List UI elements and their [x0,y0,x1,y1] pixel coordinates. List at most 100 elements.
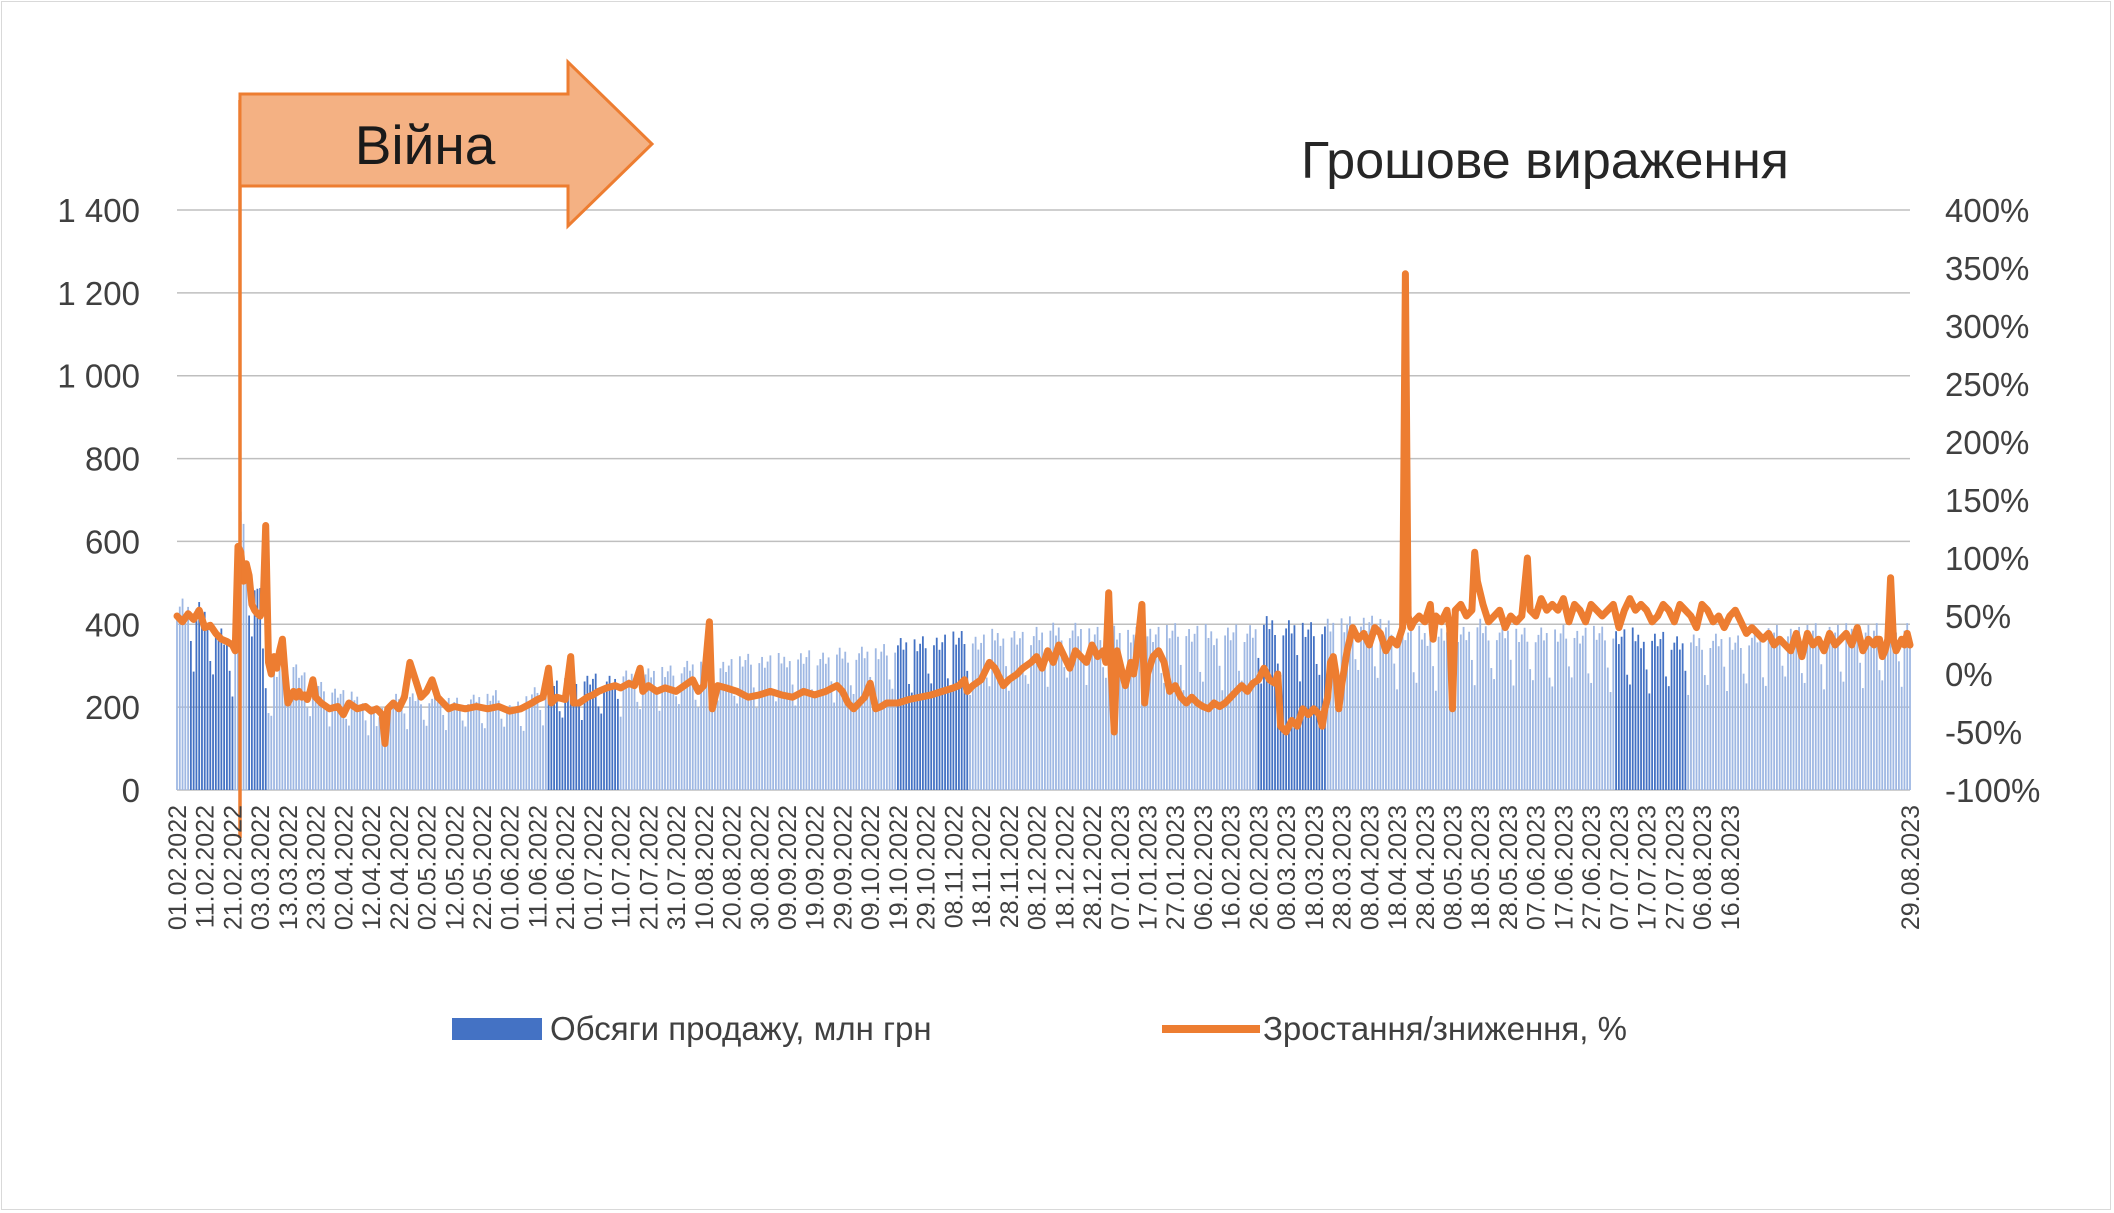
bar [897,645,899,790]
bar [694,699,697,790]
bar [1684,670,1687,790]
bar [1529,669,1532,790]
bar [1093,634,1096,790]
bar [1534,642,1537,790]
y-left-tick-label: 1 400 [57,192,140,229]
bar [1218,665,1221,790]
bar [1601,626,1604,790]
bar [1013,631,1016,790]
legend-line-label: Зростання/зниження, % [1263,1010,1627,1047]
bar [1332,622,1335,790]
bar [775,701,777,790]
bar [334,688,336,790]
bar [1202,681,1204,790]
bar [580,720,583,790]
bar [1587,673,1590,790]
bar [1279,675,1282,790]
bar [1531,680,1534,790]
bar [1579,643,1581,790]
legend: Обсяги продажу, млн грн Зростання/знижен… [452,1010,1627,1047]
bar [345,718,348,790]
bar [470,699,472,790]
bar [350,691,353,790]
bar [1856,634,1859,790]
bar [1665,676,1667,790]
bar [1609,692,1612,790]
bar [1748,645,1751,790]
x-tick-label: 01.07.2022 [580,805,608,930]
x-tick-label: 28.03.2023 [1329,805,1357,930]
bar [1102,667,1105,790]
bar [395,693,397,790]
y-left-tick-label: 1 000 [57,358,140,395]
bar [669,665,672,790]
bar [1806,625,1809,790]
bar [750,664,752,790]
bar [1368,622,1371,790]
bar [331,692,334,790]
bar [874,648,877,790]
bar [1030,645,1032,790]
bar [633,682,636,790]
bar [647,668,650,790]
bar [1604,640,1606,790]
bar [1243,642,1246,790]
x-tick-label: 19.10.2022 [885,805,913,930]
bar [1834,632,1837,790]
bar [384,726,386,790]
bar [464,726,467,790]
bar [1526,641,1529,790]
x-tick-label: 21.06.2022 [552,805,580,930]
bar [1160,673,1163,790]
bar [1129,642,1132,790]
bar [1892,640,1895,790]
bar [1215,638,1218,790]
bar [1548,677,1551,790]
bar [1238,670,1240,790]
bar [827,657,830,790]
bar [483,728,486,790]
bar [1174,623,1177,790]
bar [547,683,550,790]
bar [228,670,231,790]
x-tick-label: 11.07.2022 [608,805,636,928]
bar [905,642,908,790]
bar [445,730,447,790]
bar [780,663,783,790]
bar [622,676,625,790]
bar [1673,642,1676,790]
war-arrow-shape [238,58,655,230]
bar [866,651,869,790]
bar [1739,648,1742,790]
bar [583,681,586,790]
x-tick-label: 19.09.2022 [802,805,830,930]
bar [1709,648,1712,790]
x-tick-label: 06.08.2023 [1689,805,1717,930]
bar [309,716,311,790]
bar [1800,673,1803,790]
bar [600,713,603,790]
bar [799,653,802,790]
bar [666,671,669,790]
bar [630,673,633,790]
bar [1387,620,1390,790]
bar [733,695,736,790]
y-left-tick-label: 400 [85,606,140,643]
bar [1154,634,1157,790]
bar [822,652,824,790]
bar [603,686,605,790]
bar [816,665,819,790]
bar [425,725,428,790]
bar [1049,630,1052,790]
bar [1232,632,1235,790]
bar [544,689,547,790]
bar [1612,638,1615,790]
bar [758,663,761,790]
bar [542,725,544,790]
x-tick-label: 29.09.2022 [829,805,857,930]
bar [287,685,289,790]
bar [217,632,220,790]
bar [988,686,991,790]
bar [802,663,805,790]
bar [991,628,994,790]
